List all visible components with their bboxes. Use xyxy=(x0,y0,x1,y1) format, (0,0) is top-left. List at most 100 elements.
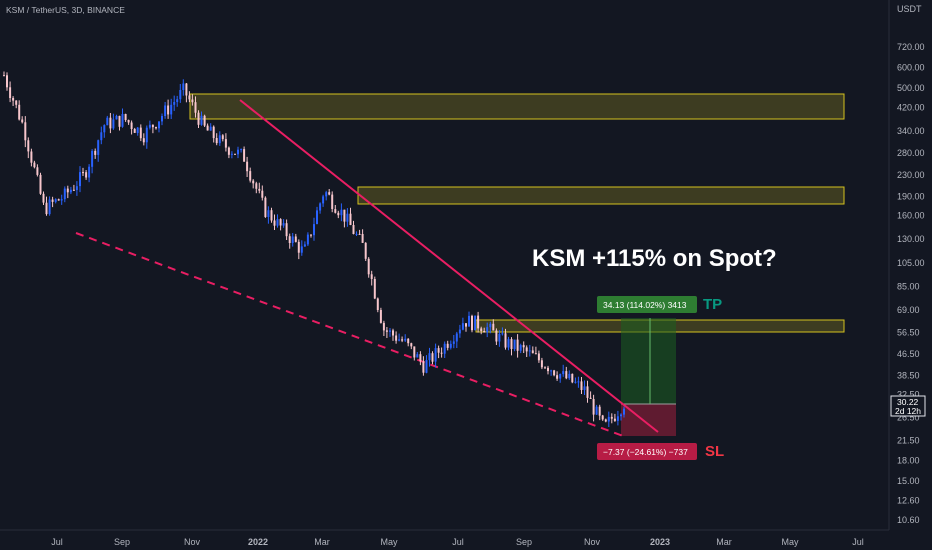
candle-body xyxy=(182,83,185,90)
resistance-zone-mid[interactable] xyxy=(357,186,845,205)
candle-body xyxy=(474,315,477,331)
candle-body xyxy=(382,322,385,331)
candle-body xyxy=(158,121,160,129)
candle-body xyxy=(613,418,616,421)
candle-body xyxy=(440,352,443,354)
candle-body xyxy=(276,219,279,226)
candle-body xyxy=(203,115,206,126)
candle-body xyxy=(376,298,379,310)
candle-body xyxy=(583,386,586,390)
candle-body xyxy=(616,416,619,421)
candle-body xyxy=(255,183,258,189)
candle-body xyxy=(291,236,294,243)
candle-body xyxy=(370,274,373,279)
candle-body xyxy=(501,333,504,335)
candle-body xyxy=(446,343,449,348)
candle-body xyxy=(534,353,537,355)
candle-body xyxy=(212,126,215,139)
time-axis[interactable]: Jul Sep Nov 2022 Mar May Jul Sep Nov 2023 Mar May Ju… xyxy=(51,537,864,547)
time-tick-label: Sep xyxy=(516,537,532,547)
candle-body xyxy=(404,338,407,341)
candle-body xyxy=(136,127,139,133)
candle-body xyxy=(179,90,182,100)
candle-body xyxy=(337,212,340,216)
candle-body xyxy=(97,140,100,155)
candle-body xyxy=(389,330,391,332)
candle-body xyxy=(410,343,413,347)
candle-body xyxy=(455,333,458,342)
candle-body xyxy=(428,353,431,361)
chart-title: KSM +115% on Spot? xyxy=(532,245,777,272)
candle-body xyxy=(495,330,498,342)
candle-body xyxy=(173,102,176,105)
time-tick-label: Nov xyxy=(184,537,201,547)
candle-body xyxy=(437,348,440,353)
candle-body xyxy=(504,333,507,348)
sl-label: SL xyxy=(705,443,724,460)
currency-label: USDT xyxy=(897,4,922,14)
candle-body xyxy=(264,197,267,217)
candle-body xyxy=(57,199,60,201)
candle-body xyxy=(66,188,69,193)
candle-body xyxy=(461,323,464,330)
resistance-zone-top[interactable] xyxy=(189,93,845,120)
candle-body xyxy=(42,193,45,203)
candle-body xyxy=(88,166,91,178)
candle-body xyxy=(227,147,230,155)
candle-body xyxy=(12,98,15,101)
candle-body xyxy=(127,120,130,123)
candle-body xyxy=(395,335,398,341)
candle-body xyxy=(170,104,173,115)
candle-body xyxy=(252,180,255,184)
price-tick-label: 85.00 xyxy=(897,282,920,292)
candle-body xyxy=(161,116,163,122)
candle-body xyxy=(94,150,97,155)
candle-body xyxy=(109,117,112,129)
candle-body xyxy=(443,343,446,354)
candle-body xyxy=(492,323,495,331)
candle-body xyxy=(480,328,483,331)
candle-body xyxy=(550,370,553,372)
candle-body xyxy=(434,348,437,362)
candle-body xyxy=(331,194,334,209)
time-tick-label: 2022 xyxy=(248,537,268,547)
candle-body xyxy=(139,127,142,139)
candle-body xyxy=(30,151,33,163)
candle-body xyxy=(540,360,543,368)
candle-body xyxy=(221,135,224,140)
candle-body xyxy=(486,327,489,333)
candle-body xyxy=(465,323,467,327)
candle-body xyxy=(51,199,54,202)
time-tick-label: Jul xyxy=(852,537,864,547)
time-tick-label: Jul xyxy=(452,537,464,547)
candle-body xyxy=(176,99,179,102)
current-price-badge xyxy=(890,395,926,417)
candle-body xyxy=(63,188,66,200)
candle-body xyxy=(322,196,325,204)
candle-body xyxy=(288,236,291,243)
candle-body xyxy=(595,406,598,415)
price-tick-label: 32.50 xyxy=(897,389,920,399)
descending-resistance-trendline[interactable] xyxy=(239,99,659,433)
candle-body xyxy=(191,99,194,103)
candle-countdown: 2d 12h xyxy=(895,406,921,416)
candle-body xyxy=(9,87,12,98)
candle-body xyxy=(419,354,422,362)
price-tick-label: 500.00 xyxy=(897,83,925,93)
candle-body xyxy=(343,209,346,222)
candle-body xyxy=(565,371,568,379)
profit-zone[interactable] xyxy=(621,318,676,404)
price-tick-label: 340.00 xyxy=(897,126,925,136)
candle-body xyxy=(340,209,343,216)
price-axis[interactable]: 720.00 600.00 500.00 420.00 340.00 280.00 230.… xyxy=(897,42,925,525)
price-tick-label: 600.00 xyxy=(897,62,925,72)
candle-body xyxy=(319,203,322,211)
candle-body xyxy=(60,199,63,201)
candle-body xyxy=(346,213,349,222)
candle-body xyxy=(310,234,312,236)
candle-body xyxy=(142,138,145,143)
time-tick-label: May xyxy=(781,537,799,547)
candle-body xyxy=(358,233,361,235)
candle-body xyxy=(413,346,416,358)
